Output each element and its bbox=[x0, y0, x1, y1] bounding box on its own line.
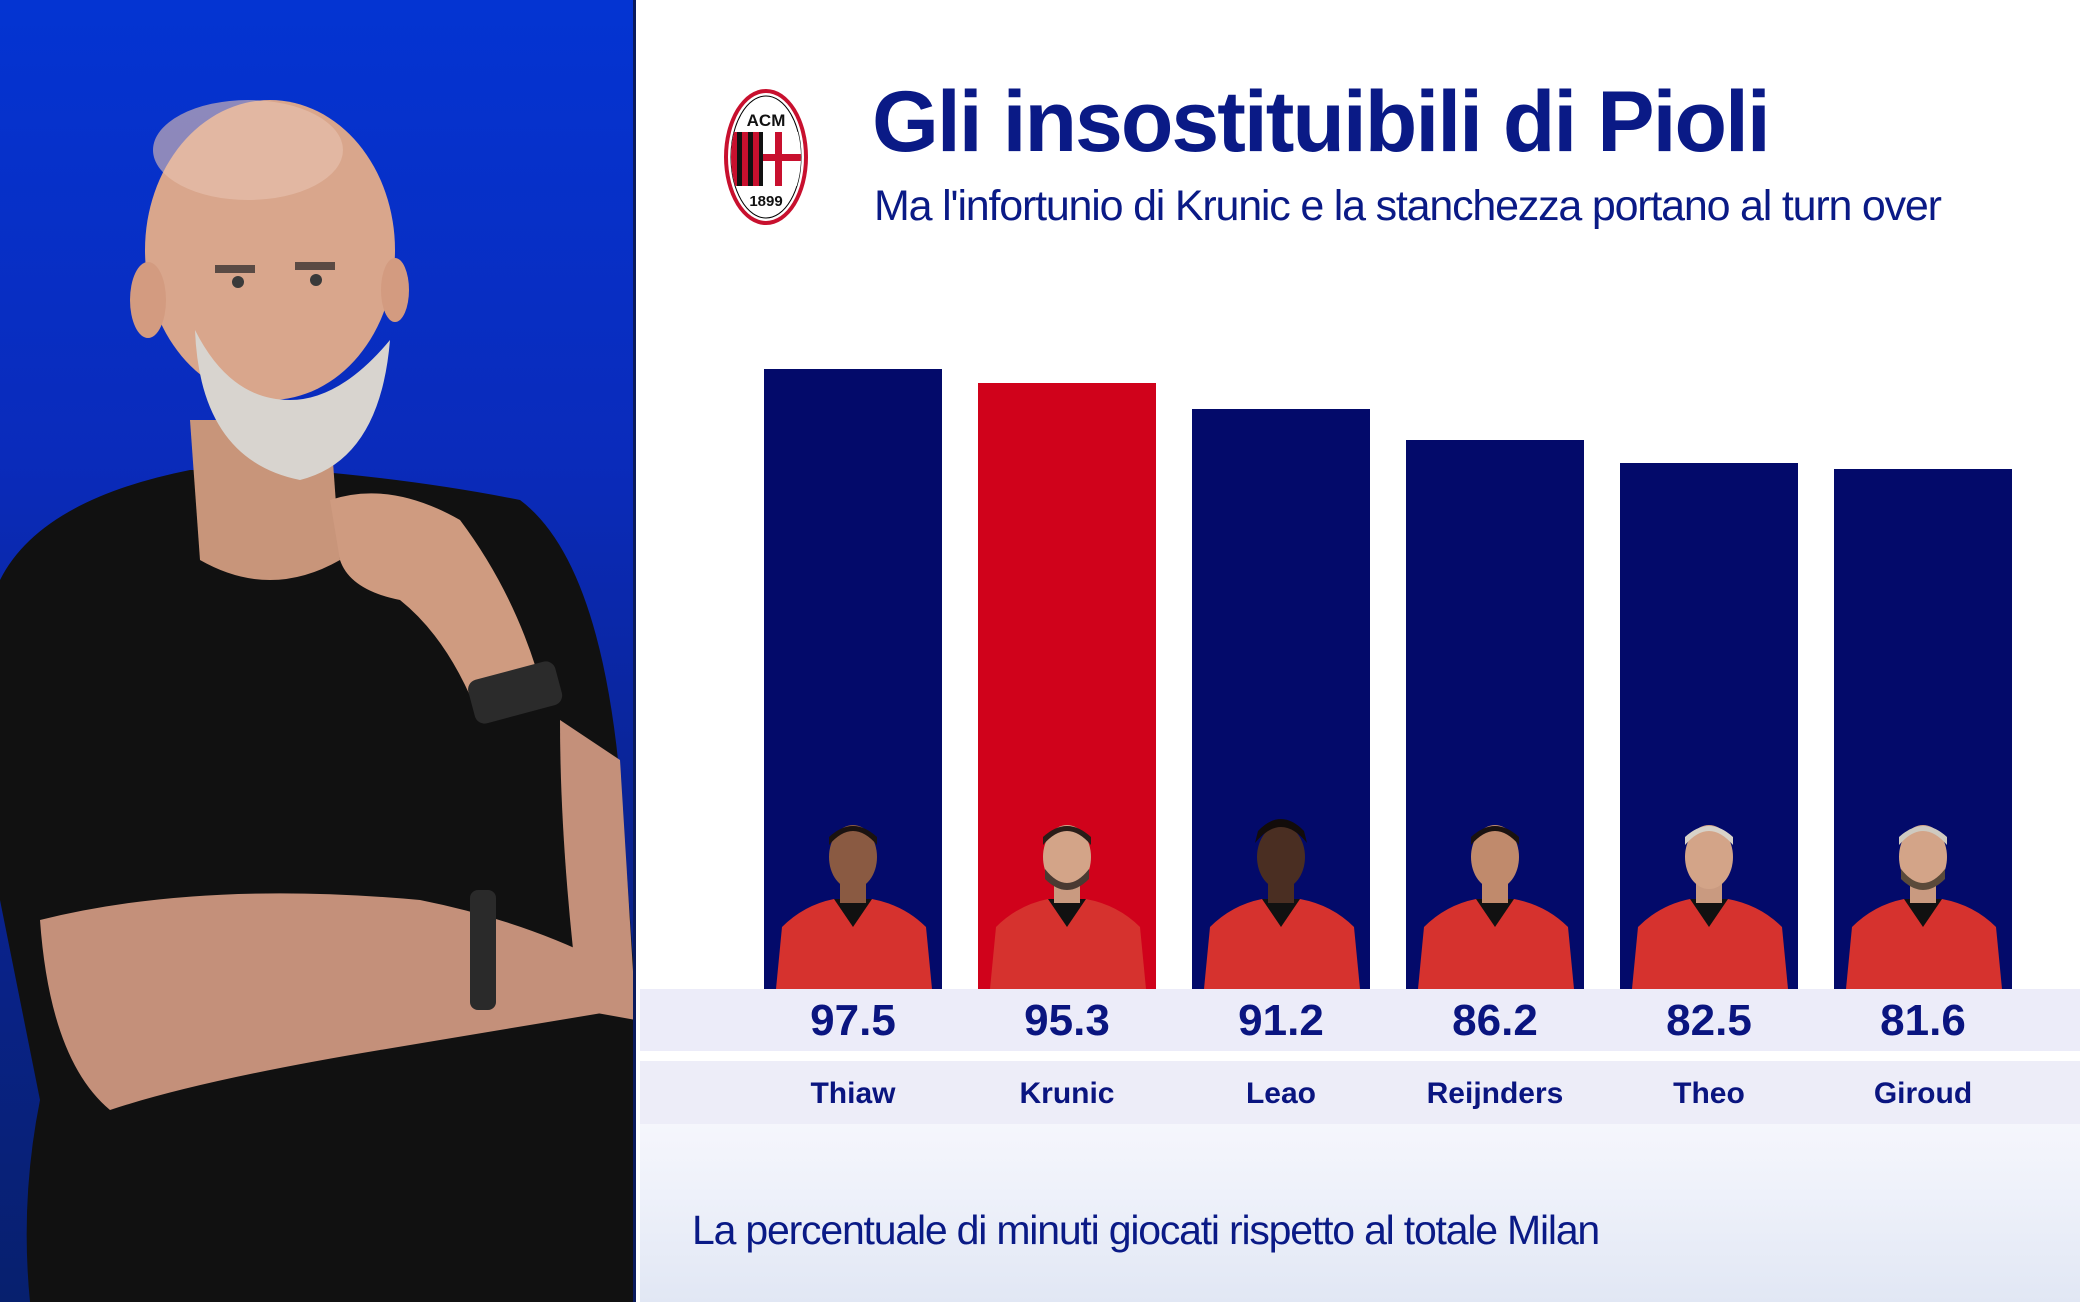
svg-text:1899: 1899 bbox=[749, 193, 782, 210]
names-band bbox=[640, 1061, 2080, 1124]
chart-title: Gli insostituibili di Pioli bbox=[872, 74, 1771, 170]
value-label-krunic: 95.3 bbox=[1024, 996, 1110, 1045]
chart-subtitle: Ma l'infortunio di Krunic e la stanchezz… bbox=[874, 182, 1942, 230]
bar-leao bbox=[1192, 409, 1370, 989]
chart-footnote: La percentuale di minuti giocati rispett… bbox=[692, 1207, 1600, 1253]
player-photo-theo bbox=[1632, 825, 1788, 989]
bar-krunic bbox=[978, 383, 1156, 989]
bar-giroud bbox=[1834, 469, 2012, 989]
player-photo-giroud bbox=[1846, 825, 2002, 989]
svg-text:ACM: ACM bbox=[747, 111, 786, 130]
value-label-reijnders: 86.2 bbox=[1452, 996, 1538, 1045]
bar-reijnders bbox=[1406, 440, 1584, 989]
player-photo-krunic bbox=[990, 825, 1146, 989]
player-name-theo: Theo bbox=[1673, 1077, 1745, 1110]
player-name-reijnders: Reijnders bbox=[1426, 1077, 1564, 1110]
coach-photo-panel bbox=[0, 0, 636, 1302]
player-name-thiaw: Thiaw bbox=[810, 1077, 896, 1110]
ac-milan-crest-icon: ACM 1899 bbox=[724, 89, 808, 225]
value-label-theo: 82.5 bbox=[1666, 996, 1752, 1045]
player-name-leao: Leao bbox=[1245, 1077, 1317, 1110]
player-name-giroud: Giroud bbox=[1873, 1077, 1973, 1110]
values-band bbox=[640, 989, 2080, 1051]
player-photo-thiaw bbox=[776, 825, 932, 989]
footer-area bbox=[640, 1124, 2080, 1302]
bar-thiaw bbox=[764, 369, 942, 989]
coach-photo bbox=[0, 100, 633, 1302]
bar-theo bbox=[1620, 463, 1798, 989]
value-label-leao: 91.2 bbox=[1238, 996, 1324, 1045]
player-name-krunic: Krunic bbox=[1019, 1077, 1115, 1110]
player-photo-leao bbox=[1204, 819, 1360, 989]
value-label-thiaw: 97.5 bbox=[810, 996, 896, 1045]
player-photo-reijnders bbox=[1418, 825, 1574, 989]
value-label-giroud: 81.6 bbox=[1880, 996, 1966, 1045]
